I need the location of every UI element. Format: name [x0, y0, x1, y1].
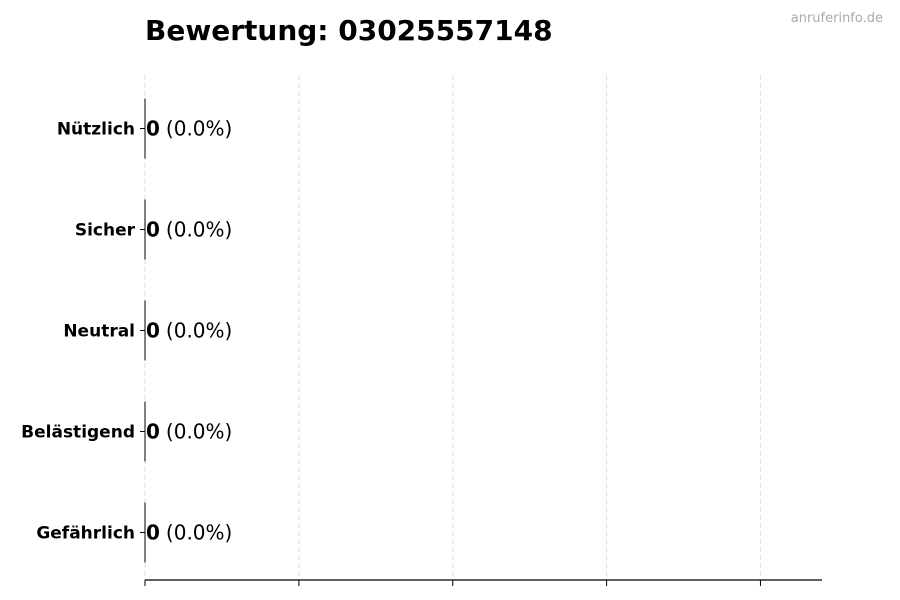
bars: 0 (0.0%)0 (0.0%)0 (0.0%)0 (0.0%)0 (0.0%) [144, 98, 232, 563]
watermark: anruferinfo.de [791, 11, 883, 26]
y-tick-label: Belästigend [21, 423, 135, 443]
data-label-count: 0 [146, 319, 160, 343]
grid-lines [144, 75, 761, 580]
data-label: 0 (0.0%) [146, 218, 232, 242]
chart-title: Bewertung: 03025557148 [145, 14, 553, 47]
axes: Nützlich Sicher Neutral Belästigend Gefährli… [21, 120, 822, 586]
y-tick-label: Neutral [63, 322, 135, 342]
data-label: 0 (0.0%) [146, 117, 232, 141]
data-label-percent: (0.0%) [166, 218, 232, 242]
data-label: 0 (0.0%) [146, 319, 232, 343]
data-label-percent: (0.0%) [166, 521, 232, 545]
data-label: 0 (0.0%) [146, 420, 232, 444]
data-label-count: 0 [146, 420, 160, 444]
data-label-percent: (0.0%) [166, 420, 232, 444]
y-tick-label: Gefährlich [36, 524, 135, 544]
data-label-count: 0 [146, 218, 160, 242]
data-label-percent: (0.0%) [166, 117, 232, 141]
y-tick-label: Sicher [75, 221, 136, 241]
data-label: 0 (0.0%) [146, 521, 232, 545]
y-tick-label: Nützlich [57, 120, 135, 140]
data-label-percent: (0.0%) [166, 319, 232, 343]
data-label-count: 0 [146, 117, 160, 141]
data-label-count: 0 [146, 521, 160, 545]
